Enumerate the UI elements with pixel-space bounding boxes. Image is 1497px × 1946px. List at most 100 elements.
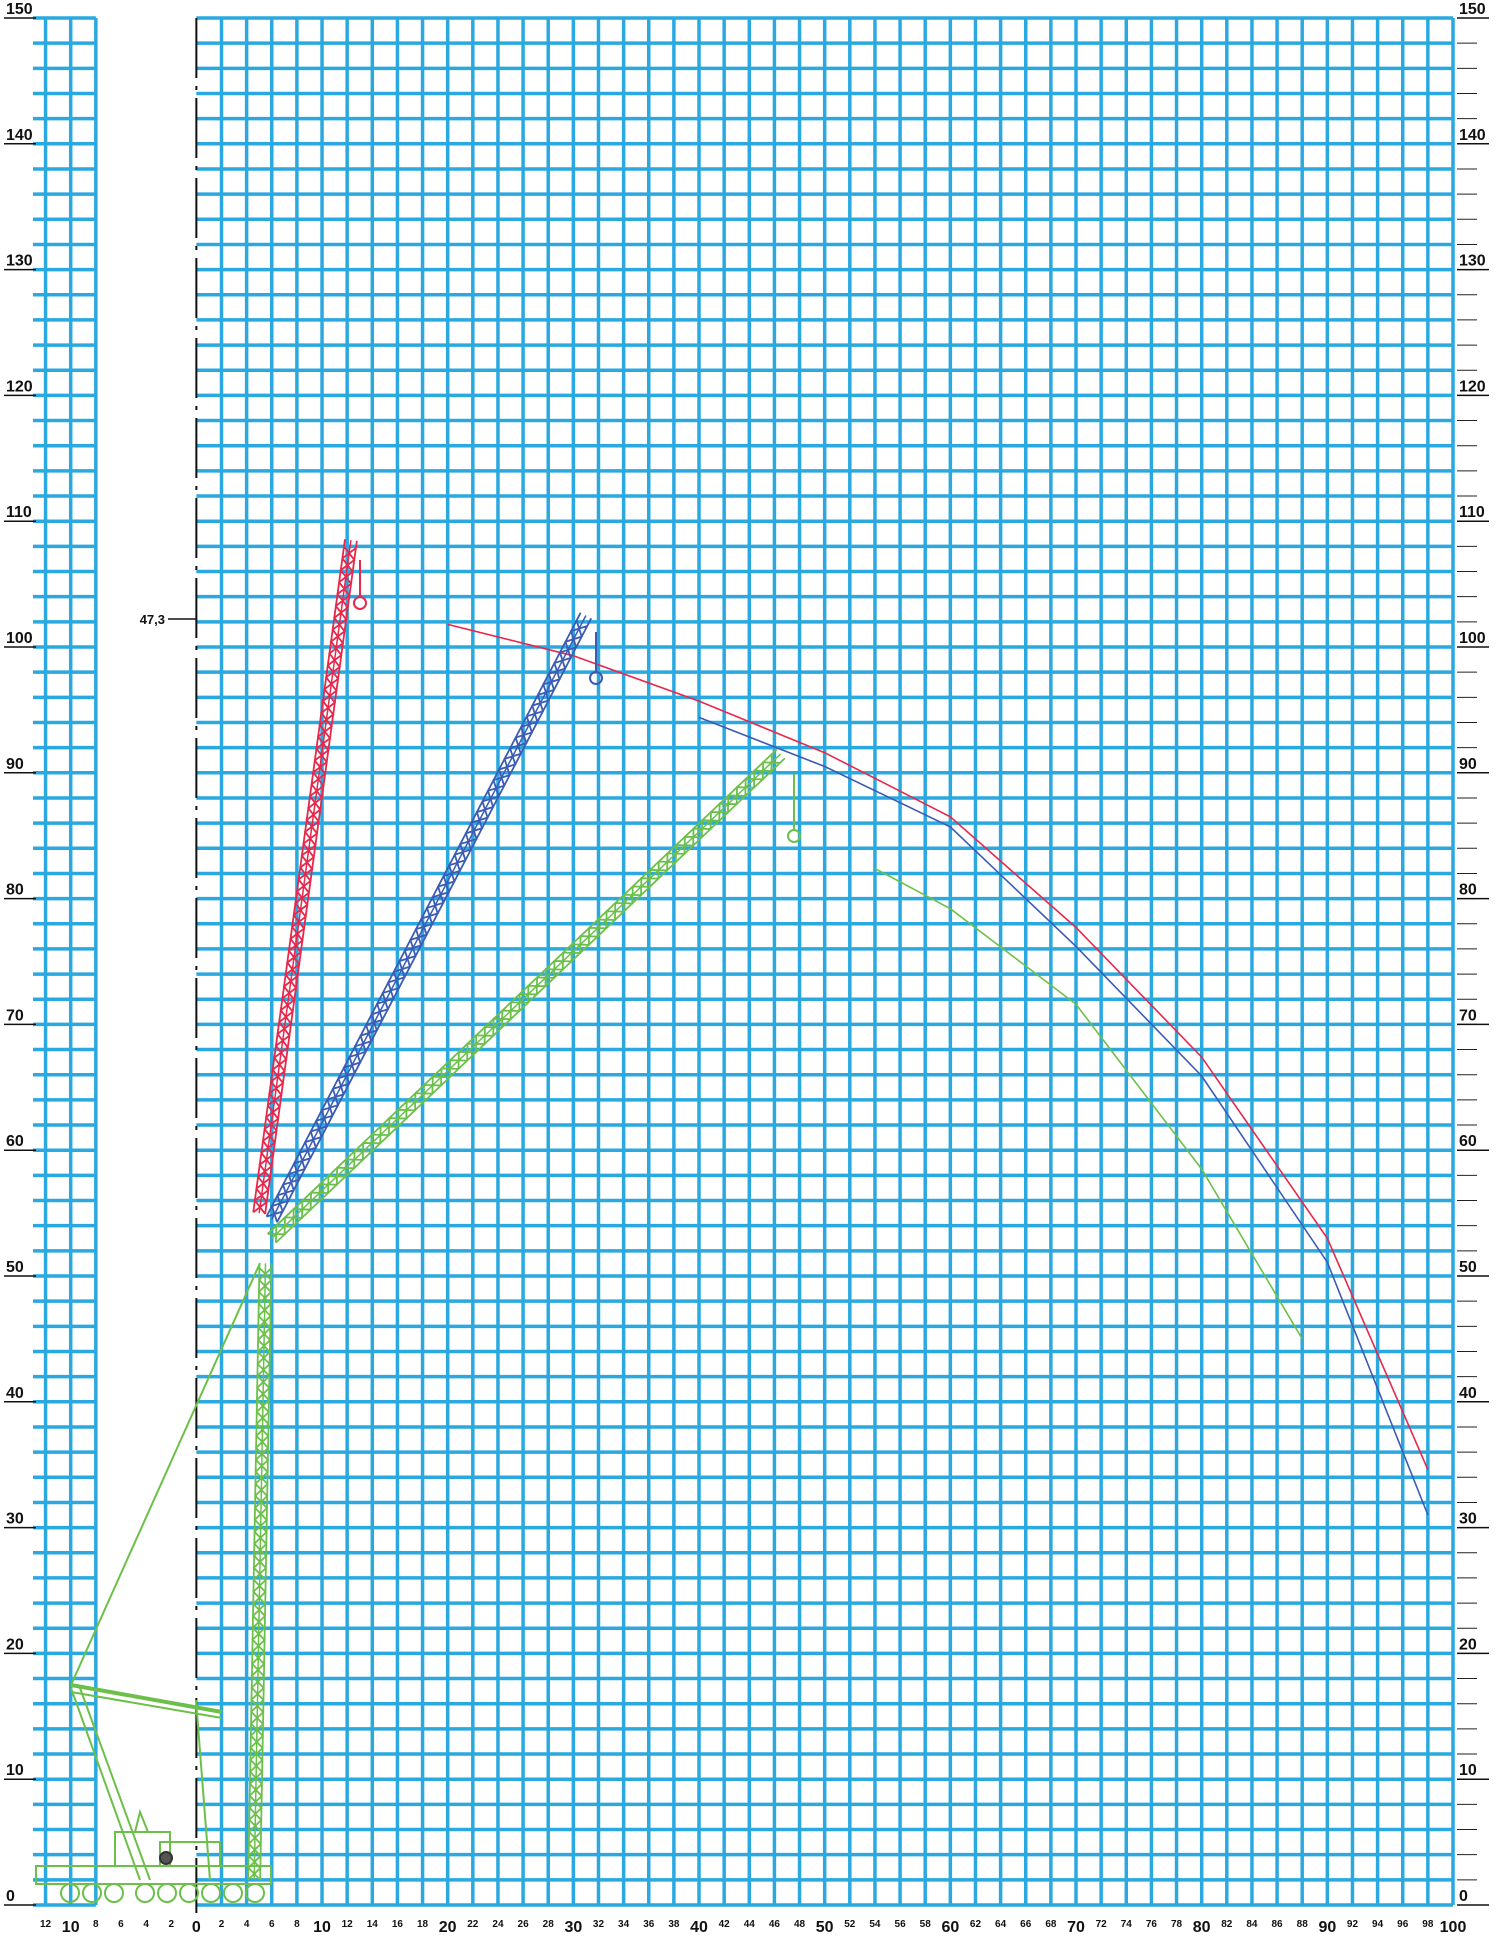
x-tick-label: 28 bbox=[543, 1919, 555, 1930]
lattice bbox=[267, 748, 786, 1244]
y-tick-label: 90 bbox=[1459, 756, 1477, 773]
x-tick-label: 68 bbox=[1045, 1919, 1057, 1930]
x-tick-label: 78 bbox=[1171, 1919, 1183, 1930]
drum bbox=[159, 1851, 173, 1865]
y-tick-label: 20 bbox=[1459, 1636, 1477, 1653]
y-tick-label: 100 bbox=[6, 630, 33, 647]
x-tick-label: 92 bbox=[1347, 1919, 1359, 1930]
x-tick-label: 56 bbox=[895, 1919, 907, 1930]
x-tick-label: 48 bbox=[794, 1919, 806, 1930]
x-tick-label: 70 bbox=[1067, 1919, 1085, 1936]
y-tick-label: 110 bbox=[1459, 504, 1485, 521]
x-tick-label: 50 bbox=[816, 1919, 834, 1936]
y-tick-label: 80 bbox=[6, 882, 24, 899]
x-tick-label: 66 bbox=[1020, 1919, 1032, 1930]
x-tick-label: 54 bbox=[869, 1919, 881, 1930]
back-stay bbox=[70, 1687, 141, 1881]
x-tick-label: 52 bbox=[844, 1919, 856, 1930]
y-tick-label: 150 bbox=[1459, 1, 1486, 18]
y-tick-label: 0 bbox=[1459, 1888, 1468, 1905]
x-tick-label: 84 bbox=[1246, 1919, 1258, 1930]
x-tick-label: 40 bbox=[690, 1919, 708, 1936]
hook bbox=[589, 671, 603, 685]
grid bbox=[33, 16, 1477, 1913]
y-tick-label: 130 bbox=[6, 253, 33, 270]
x-tick-label: 76 bbox=[1146, 1919, 1158, 1930]
y-tick-label: 70 bbox=[1459, 1007, 1477, 1024]
y-tick-label: 0 bbox=[6, 1888, 15, 1905]
x-tick-label: 0 bbox=[192, 1919, 201, 1936]
y-tick-label: 80 bbox=[1459, 882, 1477, 899]
back-stay bbox=[79, 1687, 151, 1881]
mast-strut bbox=[70, 1683, 223, 1714]
y-tick-label: 30 bbox=[1459, 1511, 1477, 1528]
y-tick-label: 150 bbox=[6, 1, 33, 18]
y-tick-label: 60 bbox=[1459, 1133, 1477, 1150]
x-tick-label: 8 bbox=[93, 1919, 99, 1930]
x-tick-label: 2 bbox=[168, 1919, 174, 1930]
range-curve bbox=[447, 623, 1429, 1471]
x-tick-label: 20 bbox=[439, 1919, 457, 1936]
x-tick-label: 86 bbox=[1272, 1919, 1284, 1930]
x-tick-label: 82 bbox=[1221, 1919, 1233, 1930]
x-tick-label: 6 bbox=[118, 1919, 124, 1930]
cab bbox=[159, 1841, 221, 1867]
x-tick-label: 42 bbox=[719, 1919, 731, 1930]
y-tick-label: 120 bbox=[6, 378, 33, 395]
range-curve bbox=[698, 716, 1429, 1516]
x-tick-label: 34 bbox=[618, 1919, 630, 1930]
lattice bbox=[247, 1263, 273, 1881]
derrick bbox=[195, 1699, 211, 1881]
x-tick-label: 12 bbox=[342, 1919, 354, 1930]
x-tick-label: 74 bbox=[1121, 1919, 1133, 1930]
x-tick-label: 32 bbox=[593, 1919, 605, 1930]
x-tick-label: 12 bbox=[40, 1919, 52, 1930]
y-tick-label: 50 bbox=[6, 1259, 24, 1276]
x-tick-label: 16 bbox=[392, 1919, 404, 1930]
y-tick-label: 140 bbox=[1459, 127, 1486, 144]
x-tick-label: 88 bbox=[1297, 1919, 1309, 1930]
y-tick-label: 40 bbox=[6, 1385, 24, 1402]
x-tick-label: 30 bbox=[564, 1919, 582, 1936]
y-tick-label: 120 bbox=[1459, 378, 1486, 395]
x-tick-label: 60 bbox=[941, 1919, 959, 1936]
boom bbox=[271, 753, 782, 1239]
x-tick-label: 72 bbox=[1096, 1919, 1108, 1930]
guy-line bbox=[70, 1262, 261, 1686]
y-tick-label: 10 bbox=[6, 1762, 24, 1779]
y-tick-label: 60 bbox=[6, 1133, 24, 1150]
annotation: 47,3 bbox=[140, 612, 165, 627]
y-tick-label: 20 bbox=[6, 1636, 24, 1653]
y-tick-label: 40 bbox=[1459, 1385, 1477, 1402]
x-tick-label: 36 bbox=[643, 1919, 655, 1930]
y-tick-label: 90 bbox=[6, 756, 24, 773]
x-tick-label: 24 bbox=[492, 1919, 504, 1930]
x-tick-label: 98 bbox=[1422, 1919, 1434, 1930]
range-curve bbox=[874, 867, 1303, 1340]
hook bbox=[787, 829, 801, 843]
a-frame bbox=[134, 1808, 149, 1833]
crane-base bbox=[35, 1262, 272, 1903]
y-tick-label: 10 bbox=[1459, 1762, 1477, 1779]
x-tick-label: 94 bbox=[1372, 1919, 1384, 1930]
x-tick-label: 4 bbox=[244, 1919, 250, 1930]
y-tick-label: 50 bbox=[1459, 1259, 1477, 1276]
x-tick-label: 58 bbox=[920, 1919, 932, 1930]
x-tick-label: 6 bbox=[269, 1919, 275, 1930]
wheels bbox=[60, 1883, 265, 1903]
lattice bbox=[265, 612, 593, 1223]
x-tick-label: 8 bbox=[294, 1919, 300, 1930]
x-tick-label: 10 bbox=[313, 1919, 331, 1936]
x-tick-label: 2 bbox=[219, 1919, 225, 1930]
y-tick-label: 30 bbox=[6, 1511, 24, 1528]
x-tick-label: 38 bbox=[668, 1919, 680, 1930]
x-tick-label: 100 bbox=[1440, 1919, 1467, 1936]
x-tick-label: 18 bbox=[417, 1919, 429, 1930]
x-tick-label: 46 bbox=[769, 1919, 781, 1930]
x-tick-label: 90 bbox=[1318, 1919, 1336, 1936]
x-tick-label: 96 bbox=[1397, 1919, 1409, 1930]
lattice bbox=[252, 539, 358, 1215]
x-tick-label: 4 bbox=[143, 1919, 149, 1930]
hook bbox=[353, 596, 367, 610]
boom bbox=[253, 1263, 267, 1880]
